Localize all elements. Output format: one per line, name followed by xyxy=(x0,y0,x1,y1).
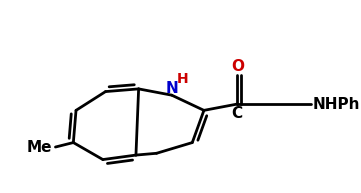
Text: O: O xyxy=(231,59,244,74)
Text: N: N xyxy=(165,81,178,96)
Text: Me: Me xyxy=(26,140,52,155)
Text: NHPh: NHPh xyxy=(313,97,361,112)
Text: C: C xyxy=(231,106,243,121)
Text: H: H xyxy=(177,72,189,86)
